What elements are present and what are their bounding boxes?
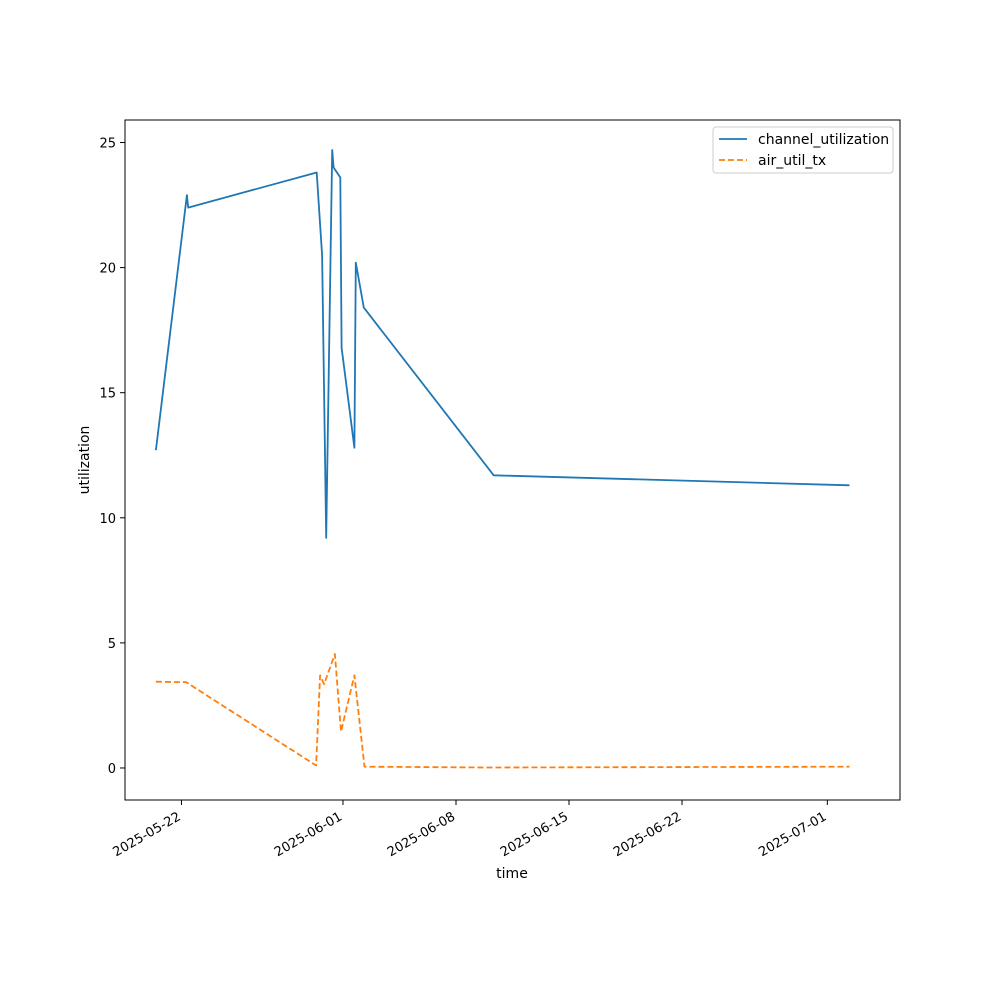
series-layer	[155, 149, 850, 769]
y-axis-label: utilization	[77, 426, 93, 495]
legend-label-0: channel_utilization	[758, 132, 889, 148]
legend: channel_utilization air_util_tx	[712, 126, 894, 174]
series-line-1	[155, 653, 850, 769]
plot-frame	[124, 119, 901, 801]
series-line-0	[155, 149, 850, 539]
y-tick-label: 20	[99, 262, 116, 277]
y-tick-label: 25	[99, 137, 116, 152]
y-tick-label: 5	[108, 637, 116, 652]
y-tick-label: 10	[99, 512, 116, 527]
x-axis-label: time	[496, 866, 528, 882]
legend-label-1: air_util_tx	[758, 153, 826, 169]
y-axis: 0 5 10 15 20 25	[99, 137, 125, 777]
y-tick-label: 0	[108, 762, 116, 777]
legend-box	[712, 126, 894, 174]
y-tick-label: 15	[99, 387, 116, 402]
